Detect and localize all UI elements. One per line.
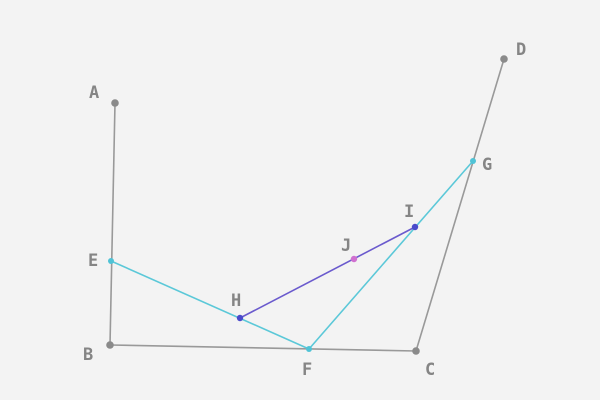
point-j: [350, 255, 358, 263]
label-d: D: [516, 40, 526, 60]
point-i: [411, 223, 419, 231]
point-c: [412, 347, 420, 355]
point-h: [236, 314, 244, 322]
label-j: J: [341, 236, 351, 256]
point-a: [111, 99, 119, 107]
label-c: C: [425, 360, 435, 380]
segment-f-g: [308, 160, 474, 350]
segment-e-f: [110, 260, 310, 350]
segment-c-d: [415, 58, 505, 352]
label-g: G: [482, 155, 492, 175]
point-d: [500, 55, 508, 63]
label-i: I: [404, 202, 414, 222]
segment-b-c: [109, 344, 417, 352]
label-a: A: [89, 83, 99, 103]
point-b: [106, 341, 114, 349]
point-e: [108, 258, 114, 264]
label-h: H: [231, 291, 241, 311]
segment-a-b: [109, 102, 116, 346]
label-b: B: [83, 345, 93, 365]
segment-h-i: [239, 226, 416, 319]
point-f: [306, 346, 312, 352]
label-e: E: [88, 251, 98, 271]
label-f: F: [302, 360, 312, 380]
point-g: [470, 158, 476, 164]
